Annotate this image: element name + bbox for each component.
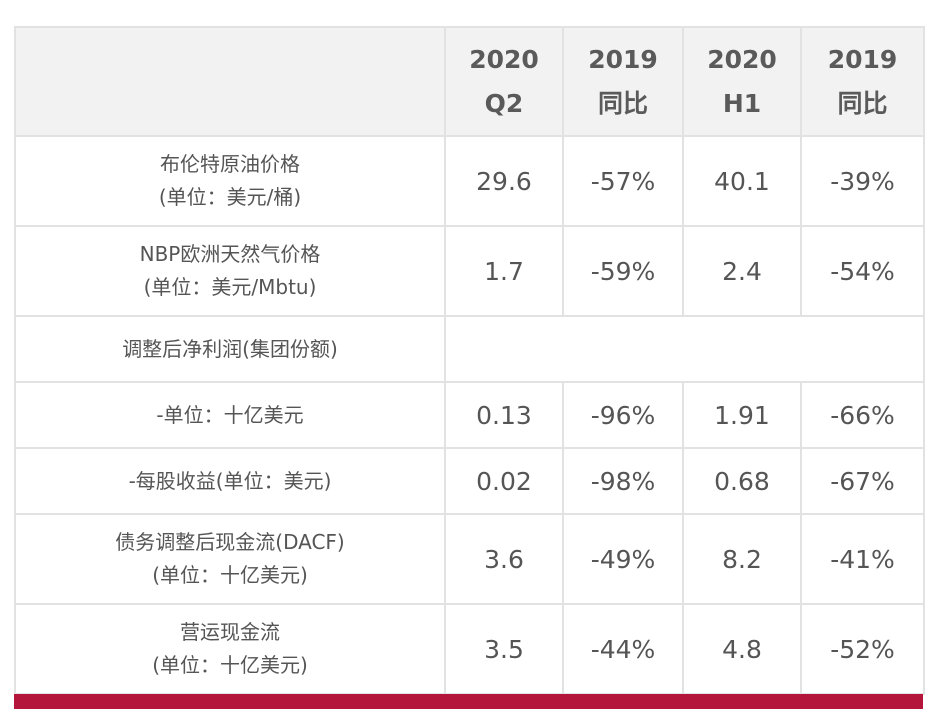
row-label-unit: (单位：十亿美元)	[152, 653, 308, 677]
header-period: H1	[722, 88, 762, 118]
header-row: 2020 Q2 2019 同比 2020 H1 2019 同比	[14, 26, 925, 137]
row-label-title: 债务调整后现金流(DACF)	[115, 530, 345, 554]
cell-yoy-q2: -59%	[562, 225, 684, 317]
header-2020-q2: 2020 Q2	[444, 26, 564, 137]
table-row-nbp-gas: NBP欧洲天然气价格 (单位：美元/Mbtu) 1.7 -59% 2.4 -54…	[14, 225, 925, 317]
cell-yoy-q2: -57%	[562, 135, 684, 227]
row-label: -每股收益(单位：美元)	[14, 447, 446, 515]
section-label: 调整后净利润(集团份额)	[14, 315, 446, 383]
table-row-operating-cash-flow: 营运现金流 (单位：十亿美元) 3.5 -44% 4.8 -52%	[14, 603, 925, 695]
header-period: Q2	[484, 88, 524, 118]
cell-2020-q2: 3.5	[444, 603, 564, 695]
cell-yoy-q2: -44%	[562, 603, 684, 695]
table-row-adjusted-net-income-section: 调整后净利润(集团份额)	[14, 315, 925, 383]
cell-2020-h1: 40.1	[682, 135, 802, 227]
header-year: 2019	[827, 44, 898, 74]
header-year: 2020	[469, 44, 539, 74]
row-label: 营运现金流 (单位：十亿美元)	[14, 603, 446, 695]
table-row-net-income-billion: -单位：十亿美元 0.13 -96% 1.91 -66%	[14, 381, 925, 449]
row-label-unit: (单位：美元/Mbtu)	[143, 275, 317, 299]
cell-2020-q2: 3.6	[444, 513, 564, 605]
header-corner-cell	[14, 26, 446, 137]
cell-2020-h1: 8.2	[682, 513, 802, 605]
financial-table-container: 2020 Q2 2019 同比 2020 H1 2019 同比	[14, 26, 925, 695]
cell-2020-h1: 2.4	[682, 225, 802, 317]
row-label-title: NBP欧洲天然气价格	[139, 242, 321, 266]
cell-2020-q2: 0.02	[444, 447, 564, 515]
row-label-title: 营运现金流	[180, 620, 280, 644]
cell-2020-h1: 1.91	[682, 381, 802, 449]
row-label: 布伦特原油价格 (单位：美元/桶)	[14, 135, 446, 227]
cell-yoy-h1: -52%	[800, 603, 925, 695]
row-label: 债务调整后现金流(DACF) (单位：十亿美元)	[14, 513, 446, 605]
table-row-brent: 布伦特原油价格 (单位：美元/桶) 29.6 -57% 40.1 -39%	[14, 135, 925, 227]
cell-yoy-q2: -49%	[562, 513, 684, 605]
cell-2020-h1: 0.68	[682, 447, 802, 515]
cell-2020-h1: 4.8	[682, 603, 802, 695]
cell-2020-q2: 29.6	[444, 135, 564, 227]
header-year: 2019	[588, 44, 658, 74]
cell-yoy-h1: -41%	[800, 513, 925, 605]
header-year: 2020	[707, 44, 777, 74]
header-period: 同比	[837, 88, 888, 118]
header-2019-yoy-q2: 2019 同比	[562, 26, 684, 137]
cell-yoy-h1: -39%	[800, 135, 925, 227]
financial-results-table: 2020 Q2 2019 同比 2020 H1 2019 同比	[14, 26, 925, 695]
section-blank-cell	[444, 315, 925, 383]
header-2019-yoy-h1: 2019 同比	[800, 26, 925, 137]
table-row-eps: -每股收益(单位：美元) 0.02 -98% 0.68 -67%	[14, 447, 925, 515]
row-label: NBP欧洲天然气价格 (单位：美元/Mbtu)	[14, 225, 446, 317]
header-period: 同比	[597, 88, 648, 118]
cell-yoy-q2: -96%	[562, 381, 684, 449]
row-label-unit: (单位：美元/桶)	[158, 185, 302, 209]
cell-2020-q2: 1.7	[444, 225, 564, 317]
row-label: -单位：十亿美元	[14, 381, 446, 449]
bottom-accent-bar	[14, 694, 923, 709]
table-row-dacf: 债务调整后现金流(DACF) (单位：十亿美元) 3.6 -49% 8.2 -4…	[14, 513, 925, 605]
header-2020-h1: 2020 H1	[682, 26, 802, 137]
cell-yoy-h1: -66%	[800, 381, 925, 449]
cell-yoy-h1: -54%	[800, 225, 925, 317]
cell-yoy-q2: -98%	[562, 447, 684, 515]
cell-2020-q2: 0.13	[444, 381, 564, 449]
cell-yoy-h1: -67%	[800, 447, 925, 515]
row-label-title: 布伦特原油价格	[160, 152, 300, 176]
row-label-unit: (单位：十亿美元)	[152, 563, 308, 587]
